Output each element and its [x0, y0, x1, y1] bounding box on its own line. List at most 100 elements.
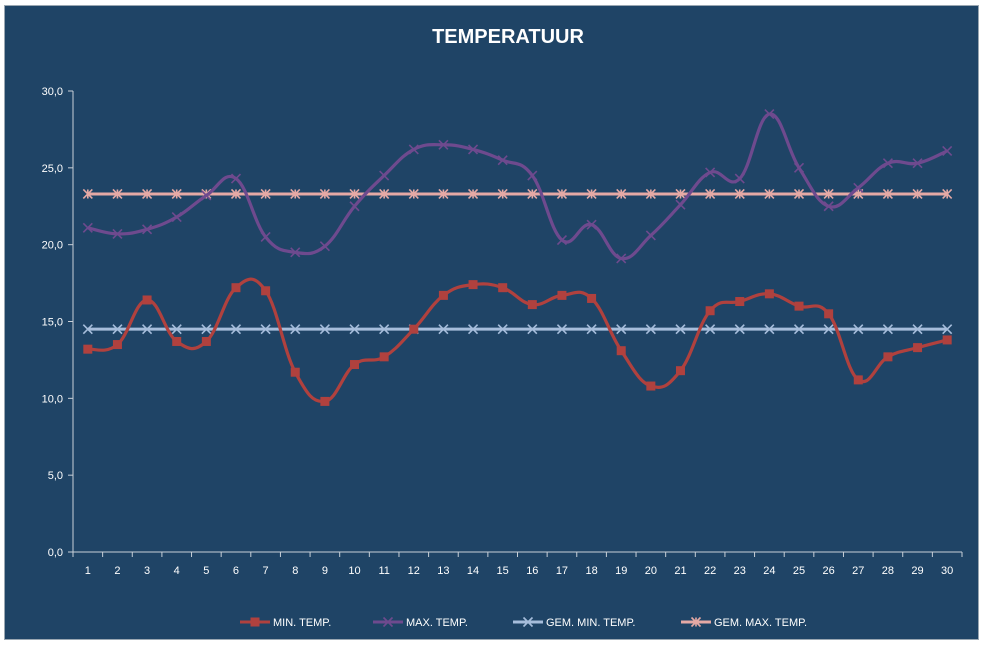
data-point [290, 324, 301, 335]
data-point [705, 324, 716, 335]
x-tick-label: 26 [823, 565, 835, 577]
data-point [675, 199, 686, 210]
data-point [142, 224, 153, 235]
data-point [83, 344, 93, 354]
legend-marker [522, 616, 534, 628]
series-min-temp [83, 277, 952, 406]
data-point [319, 324, 330, 335]
data-point [823, 188, 834, 200]
x-tick-label: 23 [734, 565, 746, 577]
data-point [616, 253, 627, 264]
legend-marker [382, 616, 394, 628]
data-point [853, 375, 863, 385]
data-point [882, 188, 893, 200]
series-layer [82, 108, 953, 406]
series-line [87, 112, 948, 261]
data-point [734, 173, 745, 184]
x-tick-label: 22 [704, 565, 716, 577]
data-point [556, 188, 568, 200]
line-chart: TEMPERATUUR 0,05,010,015,020,025,030,01 2… [42, 26, 963, 629]
data-point [853, 324, 864, 335]
data-point [261, 286, 271, 296]
data-point [172, 336, 182, 346]
data-point [142, 188, 153, 200]
data-point [705, 167, 716, 178]
data-point [735, 297, 745, 307]
y-tick-label: 30,0 [42, 86, 63, 98]
data-point [823, 324, 834, 335]
data-point [942, 145, 953, 156]
x-tick-label: 7 [263, 565, 269, 577]
legend-item: MIN. TEMP. [240, 617, 331, 629]
legend-item: GEM. MIN. TEMP. [513, 616, 635, 629]
data-point [556, 324, 568, 335]
data-point [320, 396, 330, 406]
x-tick-label: 18 [585, 565, 597, 577]
data-point [645, 230, 656, 241]
x-tick-label: 20 [645, 565, 657, 577]
data-point [586, 188, 597, 200]
data-point [438, 290, 448, 300]
data-point [408, 144, 419, 155]
legend: MIN. TEMP. MAX. TEMP. GEM. MIN. TEMP. GEM. … [240, 616, 807, 629]
data-point [527, 170, 538, 181]
x-tick-label: 27 [852, 565, 864, 577]
data-point [260, 231, 271, 243]
data-point [112, 228, 123, 239]
y-tick-label: 15,0 [42, 317, 63, 329]
data-point [645, 188, 656, 200]
data-point [853, 182, 864, 193]
data-point [764, 108, 775, 120]
data-point [112, 340, 122, 350]
x-tick-label: 11 [378, 565, 389, 577]
x-tick-label: 10 [348, 565, 360, 577]
data-point [467, 188, 479, 200]
data-point [616, 188, 627, 200]
data-point [527, 324, 538, 335]
data-point [112, 188, 123, 200]
data-point [467, 144, 479, 155]
data-point [675, 324, 686, 335]
data-point [408, 188, 419, 200]
x-tick-label: 29 [911, 565, 923, 577]
data-point [230, 188, 242, 200]
data-point [557, 290, 567, 300]
data-point [794, 301, 804, 311]
series-line [87, 277, 948, 404]
data-point [942, 188, 953, 200]
data-point [793, 324, 805, 335]
data-point [793, 162, 805, 173]
legend-marker [690, 616, 702, 628]
data-point [379, 170, 390, 181]
data-point [556, 234, 568, 246]
data-point [616, 346, 626, 356]
x-tick-label: 1 [85, 565, 91, 577]
data-point [349, 201, 360, 212]
data-point [171, 324, 182, 335]
data-point [793, 188, 805, 200]
data-point [764, 324, 775, 335]
series-max-temp [82, 108, 953, 264]
data-point [319, 241, 330, 252]
data-point [824, 309, 834, 319]
x-tick-label: 21 [674, 565, 686, 577]
y-tick-label: 20,0 [42, 240, 63, 252]
x-tick-label: 12 [408, 565, 420, 577]
data-point [764, 289, 774, 299]
chart-area: TEMPERATUUR 0,0 5,0 10,0 15,0 20,0 25,0 30,0 1 2… [4, 5, 979, 640]
x-tick-label: 13 [437, 565, 449, 577]
data-point [645, 324, 656, 335]
data-point [201, 336, 211, 346]
x-tick-label: 4 [174, 565, 180, 577]
data-point [497, 155, 508, 166]
legend-label: MIN. TEMP. [273, 617, 331, 629]
data-point [527, 188, 538, 200]
data-point [201, 190, 212, 201]
x-tick-label: 14 [467, 565, 479, 577]
data-point [171, 211, 182, 223]
x-tick-label: 16 [526, 565, 538, 577]
data-point [438, 324, 449, 335]
legend-label: GEM. MAX. TEMP. [714, 617, 807, 629]
axes: 0,05,010,015,020,025,030,01 2 3 4 5 6 7 8 9 10 11 1… [42, 86, 963, 577]
data-point [764, 188, 775, 200]
